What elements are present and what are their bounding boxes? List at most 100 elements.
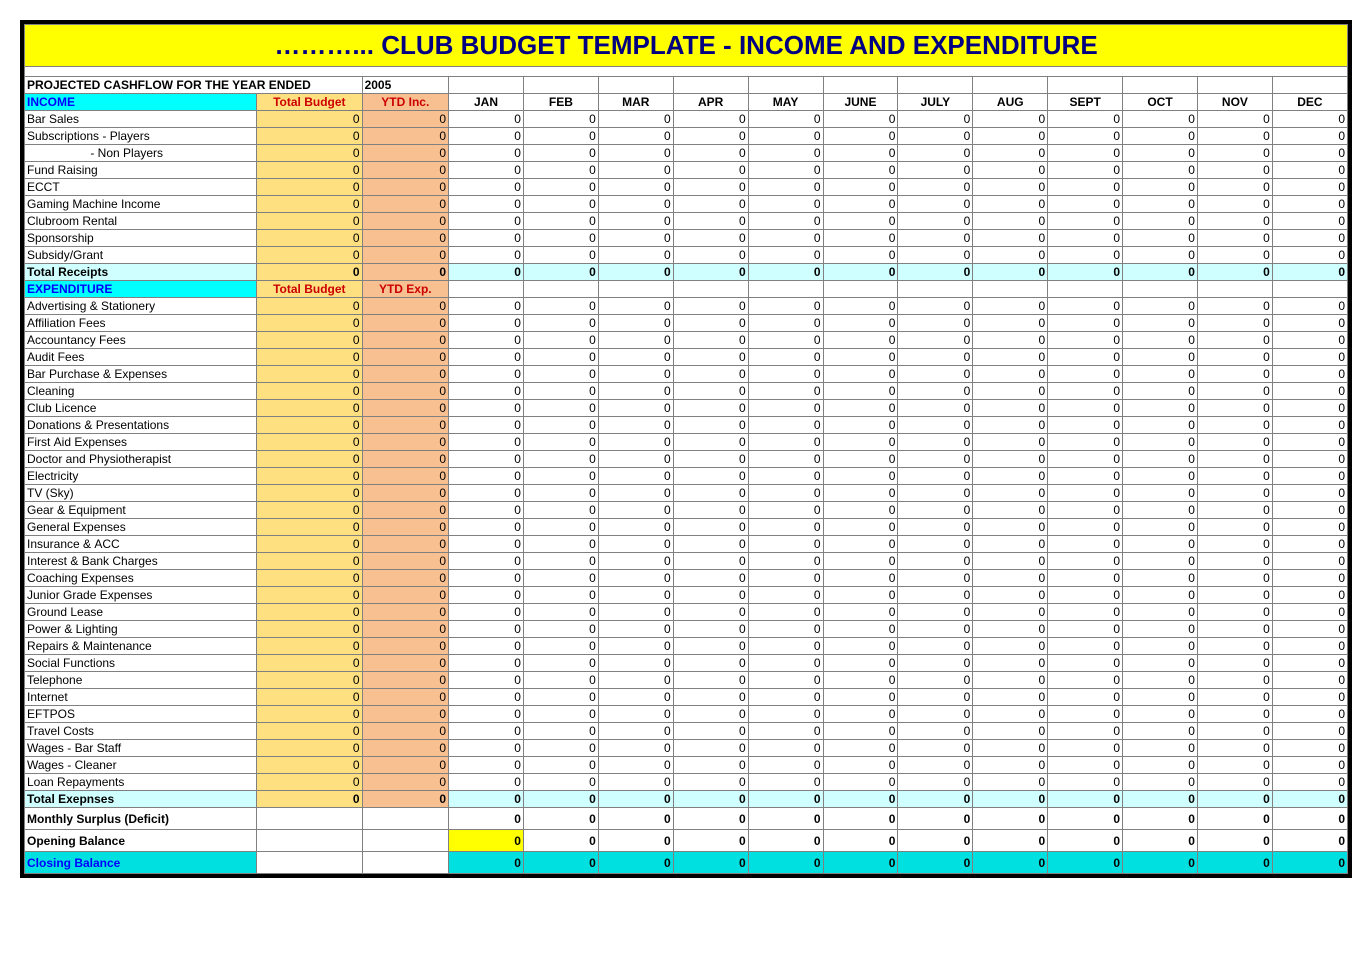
month-cell[interactable]: 0 <box>1123 485 1198 502</box>
month-cell[interactable]: 0 <box>523 604 598 621</box>
month-cell[interactable]: 0 <box>1123 179 1198 196</box>
month-cell[interactable]: 0 <box>1048 536 1123 553</box>
month-cell[interactable]: 0 <box>1123 553 1198 570</box>
month-cell[interactable]: 0 <box>973 689 1048 706</box>
month-cell[interactable]: 0 <box>898 315 973 332</box>
month-cell[interactable]: 0 <box>1272 145 1347 162</box>
month-cell[interactable]: 0 <box>823 451 898 468</box>
month-cell[interactable]: 0 <box>823 553 898 570</box>
month-cell[interactable]: 0 <box>673 196 748 213</box>
month-cell[interactable]: 0 <box>1048 587 1123 604</box>
month-cell[interactable]: 0 <box>1048 774 1123 791</box>
ytd-cell[interactable]: 0 <box>362 332 449 349</box>
ytd-cell[interactable]: 0 <box>362 111 449 128</box>
month-cell[interactable]: 0 <box>748 247 823 264</box>
month-cell[interactable]: 0 <box>523 400 598 417</box>
month-cell[interactable]: 0 <box>1197 536 1272 553</box>
budget-cell[interactable]: 0 <box>257 638 362 655</box>
month-cell[interactable]: 0 <box>748 553 823 570</box>
expense-row[interactable]: Wages - Cleaner00000000000000 <box>25 757 1348 774</box>
expense-row[interactable]: Repairs & Maintenance00000000000000 <box>25 638 1348 655</box>
budget-cell[interactable]: 0 <box>257 587 362 604</box>
month-cell[interactable]: 0 <box>898 723 973 740</box>
month-cell[interactable]: 0 <box>748 434 823 451</box>
monthly-surplus-row[interactable]: Monthly Surplus (Deficit)000000000000 <box>25 808 1348 830</box>
month-cell[interactable]: 0 <box>1123 230 1198 247</box>
month-cell[interactable]: 0 <box>973 536 1048 553</box>
month-cell[interactable]: 0 <box>523 196 598 213</box>
month-cell[interactable]: 0 <box>898 400 973 417</box>
month-cell[interactable]: 0 <box>1197 128 1272 145</box>
month-cell[interactable]: 0 <box>1123 400 1198 417</box>
month-cell[interactable]: 0 <box>898 111 973 128</box>
month-cell[interactable]: 0 <box>1272 502 1347 519</box>
month-cell[interactable]: 0 <box>1123 723 1198 740</box>
month-cell[interactable]: 0 <box>598 162 673 179</box>
month-cell[interactable]: 0 <box>673 315 748 332</box>
ytd-cell[interactable]: 0 <box>362 774 449 791</box>
ytd-cell[interactable]: 0 <box>362 621 449 638</box>
budget-cell[interactable]: 0 <box>257 400 362 417</box>
month-cell[interactable]: 0 <box>973 383 1048 400</box>
month-cell[interactable]: 0 <box>673 485 748 502</box>
month-cell[interactable]: 0 <box>523 553 598 570</box>
ytd-cell[interactable]: 0 <box>362 179 449 196</box>
month-cell[interactable]: 0 <box>1272 689 1347 706</box>
month-cell[interactable]: 0 <box>449 757 524 774</box>
month-cell[interactable]: 0 <box>523 536 598 553</box>
month-cell[interactable]: 0 <box>598 349 673 366</box>
month-cell[interactable]: 0 <box>1272 315 1347 332</box>
month-cell[interactable]: 0 <box>1123 213 1198 230</box>
month-cell[interactable]: 0 <box>449 468 524 485</box>
month-cell[interactable]: 0 <box>1123 570 1198 587</box>
month-cell[interactable]: 0 <box>1272 213 1347 230</box>
month-cell[interactable]: 0 <box>523 332 598 349</box>
month-cell[interactable]: 0 <box>1272 655 1347 672</box>
month-cell[interactable]: 0 <box>1197 553 1272 570</box>
budget-cell[interactable]: 0 <box>257 604 362 621</box>
month-cell[interactable]: 0 <box>523 706 598 723</box>
month-cell[interactable]: 0 <box>673 128 748 145</box>
month-cell[interactable]: 0 <box>673 587 748 604</box>
expense-row[interactable]: First Aid Expenses00000000000000 <box>25 434 1348 451</box>
month-cell[interactable]: 0 <box>1123 536 1198 553</box>
month-cell[interactable]: 0 <box>823 536 898 553</box>
month-cell[interactable]: 0 <box>748 383 823 400</box>
month-cell[interactable]: 0 <box>673 621 748 638</box>
month-cell[interactable]: 0 <box>523 451 598 468</box>
expense-row[interactable]: Electricity00000000000000 <box>25 468 1348 485</box>
month-cell[interactable]: 0 <box>823 315 898 332</box>
month-cell[interactable]: 0 <box>673 604 748 621</box>
budget-cell[interactable]: 0 <box>257 247 362 264</box>
month-cell[interactable]: 0 <box>898 383 973 400</box>
month-cell[interactable]: 0 <box>449 638 524 655</box>
month-cell[interactable]: 0 <box>973 621 1048 638</box>
month-cell[interactable]: 0 <box>449 349 524 366</box>
month-cell[interactable]: 0 <box>1197 638 1272 655</box>
month-cell[interactable]: 0 <box>748 230 823 247</box>
month-cell[interactable]: 0 <box>1048 621 1123 638</box>
month-cell[interactable]: 0 <box>748 162 823 179</box>
month-cell[interactable]: 0 <box>898 366 973 383</box>
budget-cell[interactable]: 0 <box>257 349 362 366</box>
month-cell[interactable]: 0 <box>449 587 524 604</box>
month-cell[interactable]: 0 <box>1123 638 1198 655</box>
expense-row[interactable]: Gear & Equipment00000000000000 <box>25 502 1348 519</box>
month-cell[interactable]: 0 <box>748 774 823 791</box>
ytd-cell[interactable]: 0 <box>362 706 449 723</box>
month-cell[interactable]: 0 <box>673 706 748 723</box>
budget-cell[interactable]: 0 <box>257 706 362 723</box>
month-cell[interactable]: 0 <box>973 485 1048 502</box>
ytd-cell[interactable]: 0 <box>362 723 449 740</box>
month-cell[interactable]: 0 <box>898 468 973 485</box>
month-cell[interactable]: 0 <box>1272 536 1347 553</box>
month-cell[interactable]: 0 <box>1048 400 1123 417</box>
month-cell[interactable]: 0 <box>449 247 524 264</box>
month-cell[interactable]: 0 <box>898 179 973 196</box>
month-cell[interactable]: 0 <box>973 366 1048 383</box>
month-cell[interactable]: 0 <box>1272 162 1347 179</box>
month-cell[interactable]: 0 <box>973 179 1048 196</box>
month-cell[interactable]: 0 <box>449 434 524 451</box>
month-cell[interactable]: 0 <box>1123 128 1198 145</box>
ytd-cell[interactable]: 0 <box>362 740 449 757</box>
